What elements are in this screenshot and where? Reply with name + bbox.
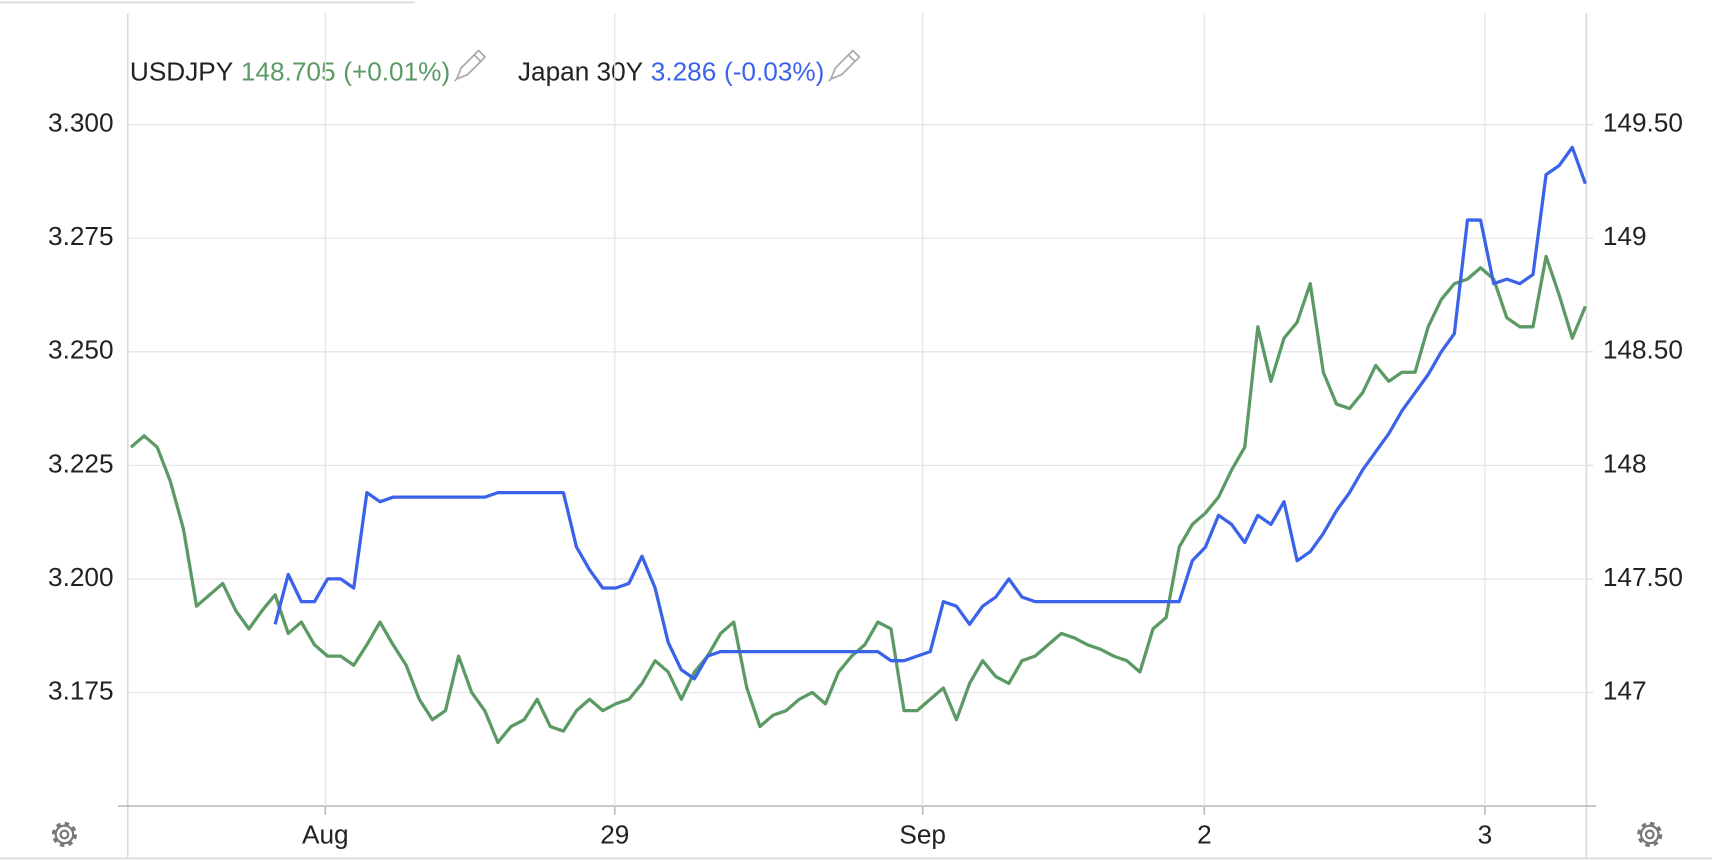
settings-icon-left[interactable]: [51, 821, 77, 847]
y-tick-label: 3.225: [48, 448, 114, 478]
legend-price: 3.286: [651, 56, 717, 86]
legend-name: USDJPY: [130, 56, 233, 86]
grid: [127, 13, 1587, 807]
y-tick-label: 3.275: [48, 221, 114, 251]
legend-change: (-0.03%): [724, 56, 824, 86]
y-tick-label: 3.300: [48, 108, 114, 138]
y2-tick-label: 149: [1603, 221, 1647, 251]
y2-tick-label: 148: [1603, 448, 1647, 478]
y-tick-label: 3.175: [48, 675, 114, 705]
series-line: [273, 145, 1587, 681]
edit-icon[interactable]: [828, 49, 861, 82]
x-tick-label: Aug: [302, 820, 349, 850]
legend-entry: Japan 30Y 3.286 (-0.03%): [518, 56, 824, 86]
y-tick-label: 3.250: [48, 335, 114, 365]
y2-tick-label: 149.50: [1603, 108, 1683, 138]
x-tick-label: Sep: [899, 820, 946, 850]
legend-name: Japan 30Y: [518, 56, 643, 86]
legend: USDJPY 148.705 (+0.01%) Japan 30Y 3.286 (-0.0…: [130, 49, 861, 86]
x-tick-label: 29: [600, 820, 629, 850]
y2-tick-label: 147.50: [1603, 562, 1683, 592]
y2-tick-label: 147: [1603, 675, 1647, 705]
x-tick-label: 3: [1478, 820, 1493, 850]
legend-entry: USDJPY 148.705 (+0.01%): [130, 56, 450, 86]
legend-price: 148.705: [241, 56, 336, 86]
y2-tick-label: 148.50: [1603, 335, 1683, 365]
y-tick-label: 3.200: [48, 562, 114, 592]
edit-icon[interactable]: [453, 49, 487, 82]
legend-change: (+0.01%): [343, 56, 450, 86]
settings-icon-right[interactable]: [1637, 821, 1663, 847]
x-tick-label: 2: [1197, 820, 1212, 850]
series-line: [129, 254, 1587, 745]
